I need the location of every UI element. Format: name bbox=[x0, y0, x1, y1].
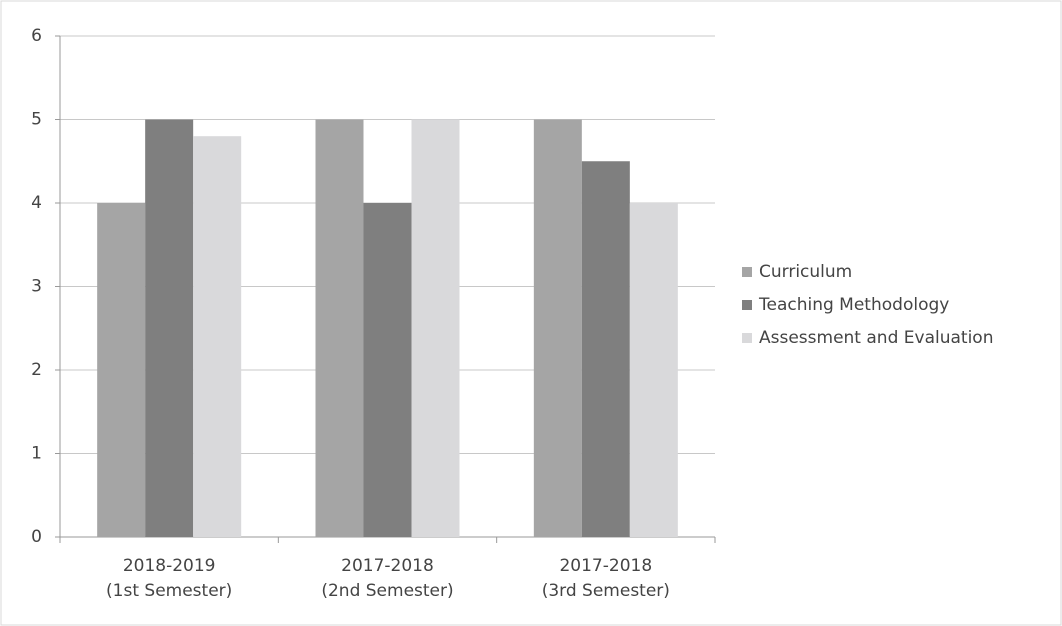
y-tick-label: 1 bbox=[31, 444, 42, 464]
legend-label: Teaching Methodology bbox=[758, 295, 949, 315]
legend-swatch bbox=[742, 267, 752, 277]
y-tick-label: 5 bbox=[31, 110, 42, 130]
bar bbox=[97, 203, 146, 537]
bar bbox=[193, 136, 242, 537]
y-tick-label: 4 bbox=[31, 193, 42, 213]
legend-swatch bbox=[742, 300, 752, 310]
legend-swatch bbox=[742, 333, 752, 343]
x-tick-label: 2017-2018 bbox=[341, 556, 434, 576]
bar bbox=[411, 119, 460, 537]
x-tick-label: 2017-2018 bbox=[559, 556, 652, 576]
x-tick-label: (2nd Semester) bbox=[321, 581, 453, 601]
x-tick-label: (3rd Semester) bbox=[542, 581, 670, 601]
bar bbox=[629, 203, 678, 537]
bar bbox=[363, 203, 412, 537]
bar bbox=[315, 119, 364, 537]
legend-label: Assessment and Evaluation bbox=[759, 328, 993, 348]
bar bbox=[533, 119, 582, 537]
y-tick-label: 0 bbox=[31, 527, 42, 547]
x-tick-label: (1st Semester) bbox=[106, 581, 232, 601]
x-tick-label: 2018-2019 bbox=[123, 556, 216, 576]
legend-label: Curriculum bbox=[759, 262, 852, 282]
y-tick-label: 2 bbox=[31, 360, 42, 380]
y-tick-label: 3 bbox=[31, 277, 42, 297]
bar bbox=[145, 119, 194, 537]
y-tick-label: 6 bbox=[31, 26, 42, 46]
bar bbox=[581, 161, 630, 537]
